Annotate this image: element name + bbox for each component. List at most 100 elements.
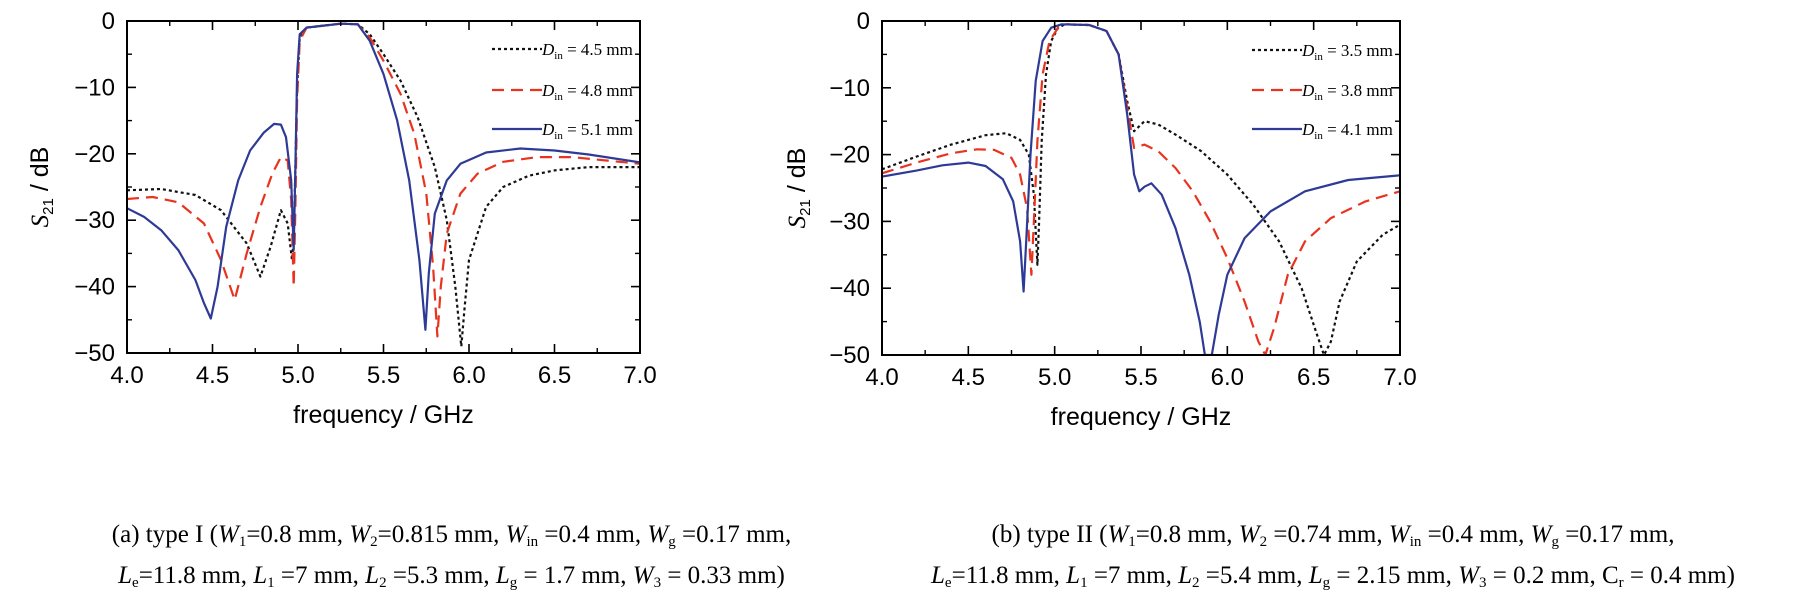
legend-label-subscript: in <box>1314 91 1323 103</box>
plot-frame <box>881 20 1401 356</box>
caption-subscript: in <box>1409 534 1422 550</box>
caption-text: = 2.15 mm, <box>1330 562 1459 589</box>
caption-symbol: W <box>1458 562 1479 589</box>
legend-label-value: = 4.5 mm <box>563 40 633 59</box>
caption-subscript: 2 <box>379 575 387 591</box>
x-tick-label: 7.0 <box>623 362 656 389</box>
legend-label-symbol: D <box>1301 120 1315 139</box>
caption-subscript: 1 <box>267 575 275 591</box>
legend-label-subscript: in <box>1314 51 1323 63</box>
caption-text: (b) type II ( <box>991 521 1108 548</box>
caption-text: =0.4 mm, <box>1421 521 1531 548</box>
legend-label-value: = 4.1 mm <box>1323 120 1393 139</box>
legend-label-symbol: D <box>541 120 555 139</box>
x-axis-label: frequency / GHz <box>293 401 474 429</box>
y-tick-label: −30 <box>74 207 115 234</box>
legend-label-value: = 3.8 mm <box>1323 81 1393 100</box>
x-tick-label: 5.5 <box>367 362 400 389</box>
caption-text: = 0.4 mm) <box>1623 562 1735 589</box>
y-axis-label-unit: / dB <box>783 148 811 199</box>
caption-text: = 0.33 mm) <box>661 562 785 589</box>
caption-subscript: 1 <box>238 534 247 550</box>
caption-line-1: (b) type II (W1=0.8 mm, W2 =0.74 mm, Win… <box>860 518 1806 559</box>
y-axis-label-unit: / dB <box>26 147 54 198</box>
caption-subscript: in <box>526 534 539 550</box>
legend-label-symbol: D <box>1301 81 1315 100</box>
y-tick-label: −40 <box>829 275 870 302</box>
legend-label-symbol: D <box>1301 41 1315 60</box>
caption-subscript: 2 <box>1191 575 1200 591</box>
x-tick-label: 7.0 <box>1383 364 1416 391</box>
legend-label-subscript: in <box>554 91 563 103</box>
y-axis-label-subscript: 21 <box>40 198 57 215</box>
caption-text: =11.8 mm, <box>951 562 1067 589</box>
caption-line-2: Le=11.8 mm, L1 =7 mm, L2 =5.4 mm, Lg = 2… <box>860 559 1806 600</box>
x-tick-label: 6.5 <box>538 362 571 389</box>
x-tick-label: 6.0 <box>1211 364 1244 391</box>
caption-subscript: g <box>509 575 518 591</box>
caption-text: =11.8 mm, <box>138 562 254 589</box>
caption-type-ii: (b) type II (W1=0.8 mm, W2 =0.74 mm, Win… <box>860 518 1806 600</box>
caption-subscript: g <box>1322 575 1331 591</box>
y-tick-label: −20 <box>829 142 870 169</box>
legend-label-symbol: D <box>541 81 555 100</box>
caption-symbol: W <box>505 521 527 548</box>
caption-subscript: 2 <box>370 534 378 550</box>
caption-text: (a) type I ( <box>111 521 218 548</box>
caption-subscript: e <box>132 575 139 591</box>
chart-type-ii: 4.0 4.5 5.0 5.5 6.0 6.5 7.0 0 −10 −20 −30 −40 −50 fre… <box>783 8 1417 431</box>
series-line-3 <box>127 22 640 331</box>
caption-subscript: 2 <box>1259 534 1268 550</box>
x-tick-label: 6.5 <box>1297 364 1330 391</box>
legend-label-subscript: in <box>1314 130 1323 142</box>
caption-symbol: W <box>1238 521 1260 548</box>
caption-symbol: W <box>1388 521 1410 548</box>
caption-subscript: g <box>1551 534 1559 550</box>
caption-subscript: 3 <box>1478 575 1487 591</box>
y-tick-label: 0 <box>857 8 870 35</box>
legend-label-3: Din = 4.1 mm <box>1301 120 1393 142</box>
y-tick-label: −30 <box>829 208 870 235</box>
series-line-1 <box>127 22 640 348</box>
y-tick-label: −50 <box>829 342 870 369</box>
caption-text: =0.74 mm, <box>1267 521 1389 548</box>
x-tick-label: 6.0 <box>452 362 485 389</box>
caption-text: =0.17 mm, <box>1558 521 1675 548</box>
x-tick-label: 5.5 <box>1124 364 1157 391</box>
caption-symbol: L <box>1066 562 1081 589</box>
y-tick-label: 0 <box>102 8 115 35</box>
legend-label-1: Din = 3.5 mm <box>1301 41 1393 63</box>
caption-subscript: r <box>1618 575 1624 591</box>
caption-text: = 1.7 mm, <box>517 562 633 589</box>
caption-symbol: W <box>217 521 239 548</box>
legend-label-value: = 4.8 mm <box>563 81 633 100</box>
y-axis-label-symbol: S <box>27 214 54 227</box>
caption-symbol: W <box>647 521 669 548</box>
x-tick-label: 4.0 <box>865 364 898 391</box>
caption-line-2: Le=11.8 mm, L1 =7 mm, L2 =5.3 mm, Lg = 1… <box>0 559 903 600</box>
caption-text: =0.8 mm, <box>1135 521 1239 548</box>
y-axis-label-subscript: 21 <box>797 199 814 216</box>
caption-line-1: (a) type I (W1=0.8 mm, W2=0.815 mm, Win … <box>0 518 903 559</box>
caption-symbol: W <box>349 521 371 548</box>
caption-text: =0.4 mm, <box>538 521 648 548</box>
legend-label-symbol: D <box>541 40 555 59</box>
y-tick-label: −20 <box>74 141 115 168</box>
y-axis-label-symbol: S <box>784 215 811 228</box>
legend-label-2: Din = 4.8 mm <box>541 81 633 103</box>
caption-text: =7 mm, <box>1087 562 1179 589</box>
y-tick-label: −10 <box>829 75 870 102</box>
caption-symbol: L <box>1308 562 1323 589</box>
y-tick-label: −50 <box>74 340 115 367</box>
legend-label-1: Din = 4.5 mm <box>541 40 633 62</box>
caption-text: =7 mm, <box>274 562 366 589</box>
caption-symbol: W <box>1530 521 1552 548</box>
x-tick-label: 4.5 <box>196 362 229 389</box>
caption-symbol: L <box>118 562 133 589</box>
y-axis-label: S21 / dB <box>26 147 57 228</box>
caption-subscript: 1 <box>1128 534 1136 550</box>
caption-symbol: L <box>1178 562 1192 589</box>
y-tick-label: −40 <box>74 274 115 301</box>
caption-text: =0.17 mm, <box>675 521 792 548</box>
